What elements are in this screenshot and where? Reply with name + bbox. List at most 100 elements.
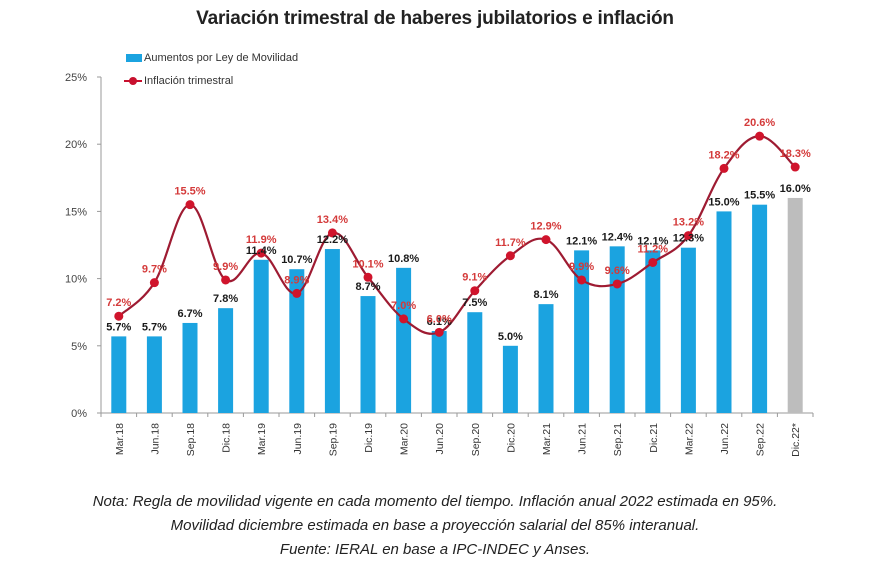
line-point [292,288,302,298]
y-tick-label: 10% [65,274,87,286]
line-point [221,275,231,285]
y-tick-label: 5% [71,341,87,353]
line-point [185,200,195,210]
bar-data-label: 12.3% [673,233,704,245]
bar-data-label: 5.0% [498,331,523,343]
line-point [434,327,444,337]
bar [289,269,305,413]
bar [502,345,518,413]
line-data-label: 12.9% [530,221,561,233]
line-data-label: 9.9% [213,261,238,273]
bar-data-label: 16.0% [780,183,811,195]
x-tick-label: Sep.22 [755,423,767,456]
line-data-label: 9.9% [569,261,594,273]
x-tick-label: Sep.19 [327,423,339,456]
line-data-label: 18.2% [708,149,739,161]
line-point [363,272,373,282]
x-tick-label: Jun.22 [719,423,731,455]
x-tick-label: Jun.18 [149,423,161,455]
x-tick-label: Mar.21 [541,423,553,455]
y-tick-label: 20% [65,139,87,151]
note-line-2: Movilidad diciembre estimada en base a p… [170,517,700,534]
line-point [149,278,159,288]
bar-data-label: 12.2% [317,234,348,246]
line-point [719,163,729,173]
x-tick-label: Sep.20 [470,423,482,456]
bar-data-label: 6.7% [177,308,202,320]
line-point [327,228,337,238]
bar [680,247,696,413]
x-tick-label: Jun.20 [434,423,446,455]
y-tick-label: 0% [71,408,87,420]
bar [218,308,234,413]
x-tick-label: Mar.22 [683,423,695,455]
line-data-label: 7.2% [106,297,131,309]
bar [787,197,803,413]
line-point [648,257,658,267]
bar [538,304,554,413]
x-tick-label: Mar.19 [256,423,268,455]
bar-data-label: 8.1% [533,289,558,301]
line-point [755,131,765,141]
bar [752,204,768,413]
x-axis: Mar.18 Jun.18 Sep.18 Dic.18 Mar.19 Jun.19 Sep.… [100,412,814,457]
bar [324,249,340,413]
line-point [541,235,551,245]
line-point [612,279,622,289]
line-point [683,231,693,241]
x-tick-label: Dic.20 [505,423,517,453]
line-data-label: 9.6% [605,265,630,277]
bar [431,331,447,413]
x-tick-label: Dic.19 [363,423,375,453]
line-series [114,131,800,337]
legend-label-line: Inflación trimestral [144,75,234,87]
x-tick-label: Dic.21 [648,423,660,453]
x-tick-label: Sep.18 [185,423,197,456]
note-line-3: Fuente: IERAL en base a IPC-INDEC y Anse… [279,541,591,558]
line-data-label: 15.5% [174,186,205,198]
y-tick-label: 15% [65,206,87,218]
bar-data-label: 10.7% [281,254,312,266]
bar-labels: 5.7% 5.7% 6.7% 7.8% 11.4% 10.7% 12.2% 8.7% 10.8%… [106,183,811,343]
y-axis: 0% 5% 10% 15% 20% 25% [65,72,102,420]
bar-data-label: 10.8% [388,253,419,265]
x-tick-label: Dic.18 [221,423,233,453]
line-data-label: 11.9% [246,234,277,246]
bar [360,296,376,413]
bar-data-label: 11.4% [246,245,277,257]
bar-data-label: 12.1% [566,235,597,247]
legend-item-line: Inflación trimestral [124,75,233,87]
bar-data-label: 6.1% [427,316,452,328]
bar-data-label: 5.7% [106,321,131,333]
bar-data-label: 8.7% [355,281,380,293]
line-data-label: 6.0% [427,313,452,325]
note-line-1: Nota: Regla de movilidad vigente en cada… [92,493,778,510]
line-labels: 7.2% 9.7% 15.5% 9.9% 11.9% 8.9% 13.4% 10.1% 7.0%… [106,117,811,325]
bar-data-label: 7.8% [213,293,238,305]
line-data-label: 11.2% [638,243,669,255]
line-data-label: 20.6% [744,117,775,129]
bar-series [111,197,803,413]
x-tick-label: Mar.20 [399,423,411,455]
line-point [470,286,480,296]
bar-data-label: 12.1% [637,235,668,247]
line-data-label: 11.7% [495,237,526,249]
line-data-label: 8.9% [284,274,309,286]
line-point [399,314,409,324]
bar-data-label: 15.0% [708,196,739,208]
chart-title: Variación trimestral de haberes jubilato… [196,8,674,29]
line-point [790,162,800,172]
bar [182,322,198,413]
bar [609,246,625,413]
x-tick-label: Sep.21 [612,423,624,456]
line-data-label: 9.7% [142,264,167,276]
y-tick-label: 25% [65,72,87,84]
bar [146,336,162,413]
x-tick-label: Mar.18 [114,423,126,455]
line-point [114,311,124,321]
x-tick-label: Jun.21 [577,423,589,455]
bar-data-label: 15.5% [744,190,775,202]
legend-item-bars: Aumentos por Ley de Movilidad [126,52,298,64]
bar [253,259,269,413]
bar-data-label: 12.4% [602,231,633,243]
